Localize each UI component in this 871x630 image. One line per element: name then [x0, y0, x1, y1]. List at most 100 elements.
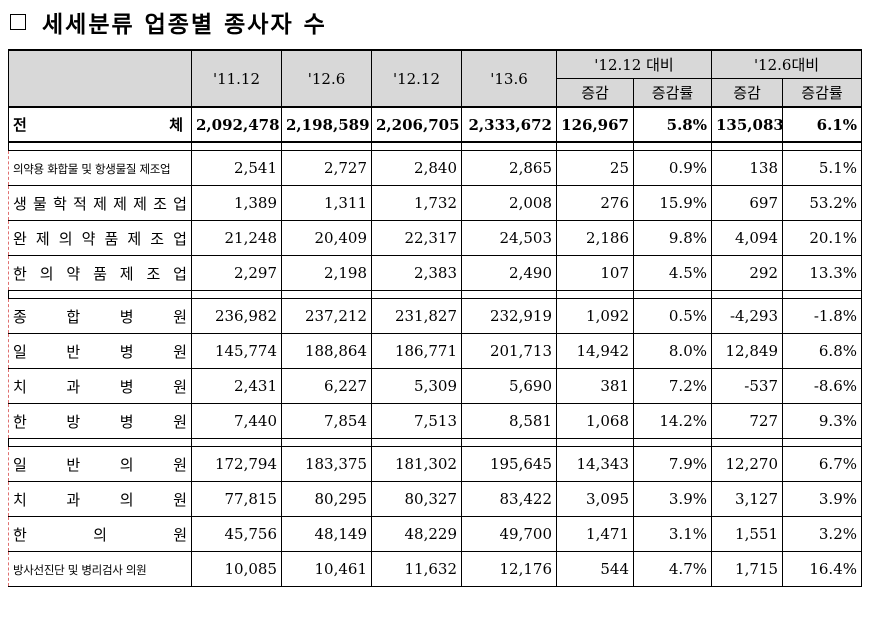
row-value: 1,715 — [711, 551, 783, 587]
row-value: 3.9% — [782, 481, 862, 517]
row-value: 201,713 — [461, 333, 557, 369]
row-value: -4,293 — [711, 298, 783, 334]
table-row: 방사선진단 및 병리검사 의원 10,085 10,461 11,632 12,176 5… — [8, 551, 862, 587]
row-value: 14,343 — [556, 446, 634, 482]
row-value: 83,422 — [461, 481, 557, 517]
separator-cell — [461, 438, 557, 447]
row-value: 544 — [556, 551, 634, 587]
header-sub-2: 증감률 — [633, 78, 712, 108]
row-value: 232,919 — [461, 298, 557, 334]
separator-cell — [281, 438, 372, 447]
header-period-1: '11.12 — [191, 49, 282, 108]
row-value: 2,431 — [191, 368, 282, 404]
row-value: -8.6% — [782, 368, 862, 404]
total-value: 2,333,672 — [461, 106, 557, 143]
row-value: 24,503 — [461, 220, 557, 256]
row-value: 1,068 — [556, 403, 634, 439]
row-value: 12,270 — [711, 446, 783, 482]
row-value: 12,176 — [461, 551, 557, 587]
row-value: 183,375 — [281, 446, 372, 482]
row-value: 0.9% — [633, 150, 712, 186]
table-body: 전 체 2,092,478 2,198,589 2,206,705 2,333,… — [8, 106, 862, 587]
total-value: 5.8% — [633, 106, 712, 143]
row-label: 방사선진단 및 병리검사 의원 — [8, 551, 192, 587]
row-value: 7.2% — [633, 368, 712, 404]
table-row: 일 반 병 원 145,774 188,864 186,771 201,713 14,942 8.… — [8, 333, 862, 369]
row-value: 6,227 — [281, 368, 372, 404]
separator-cell — [633, 290, 712, 299]
title-text: 세세분류 업종별 종사자 수 — [42, 11, 327, 38]
total-label-left: 전 — [13, 116, 27, 134]
row-value: 5,690 — [461, 368, 557, 404]
row-value: 2,541 — [191, 150, 282, 186]
header-period-4: '13.6 — [461, 49, 557, 108]
row-value: 6.7% — [782, 446, 862, 482]
separator-cell — [461, 290, 557, 299]
row-value: -1.8% — [782, 298, 862, 334]
row-value: 22,317 — [371, 220, 462, 256]
checkbox-square-icon — [10, 14, 26, 30]
header-label-cell — [8, 49, 192, 108]
table-row: 일 반 의 원 172,794 183,375 181,302 195,645 14,343 7.… — [8, 446, 862, 482]
separator-cell — [633, 438, 712, 447]
row-value: 25 — [556, 150, 634, 186]
row-value: 186,771 — [371, 333, 462, 369]
row-value: 20,409 — [281, 220, 372, 256]
row-value: 7,513 — [371, 403, 462, 439]
separator-cell — [281, 141, 372, 151]
row-value: 45,756 — [191, 516, 282, 552]
row-value: 49,700 — [461, 516, 557, 552]
row-value: 15.9% — [633, 185, 712, 221]
row-value: 7.9% — [633, 446, 712, 482]
row-value: 3,095 — [556, 481, 634, 517]
separator-cell — [461, 141, 557, 151]
table-header: '11.12 '12.6 '12.12 '13.6 '12.12 대비 '12.… — [8, 49, 862, 108]
row-value: 381 — [556, 368, 634, 404]
row-value: 236,982 — [191, 298, 282, 334]
row-value: 13.3% — [782, 255, 862, 291]
row-value: 292 — [711, 255, 783, 291]
separator-cell — [556, 141, 634, 151]
row-value: 11,632 — [371, 551, 462, 587]
separator-cell — [191, 141, 282, 151]
row-value: 107 — [556, 255, 634, 291]
row-value: 21,248 — [191, 220, 282, 256]
separator-cell — [782, 290, 862, 299]
page-title: 세세분류 업종별 종사자 수 — [10, 6, 327, 38]
employee-table: '11.12 '12.6 '12.12 '13.6 '12.12 대비 '12.… — [8, 49, 862, 587]
row-value: 138 — [711, 150, 783, 186]
row-value: 2,490 — [461, 255, 557, 291]
row-value: -537 — [711, 368, 783, 404]
header-period-3: '12.12 — [371, 49, 462, 108]
row-value: 727 — [711, 403, 783, 439]
total-row: 전 체 2,092,478 2,198,589 2,206,705 2,333,… — [8, 106, 862, 143]
separator-cell — [8, 438, 192, 447]
separator-cell — [371, 141, 462, 151]
row-value: 80,295 — [281, 481, 372, 517]
separator-cell — [8, 141, 192, 151]
row-value: 1,311 — [281, 185, 372, 221]
table-row: 생 물 학 적 제 제 제 조 업 1,389 1,311 1,732 2,008 276 15.9% 697… — [8, 185, 862, 221]
row-value: 3.9% — [633, 481, 712, 517]
row-value: 77,815 — [191, 481, 282, 517]
row-value: 9.3% — [782, 403, 862, 439]
row-value: 188,864 — [281, 333, 372, 369]
row-value: 231,827 — [371, 298, 462, 334]
row-value: 1,551 — [711, 516, 783, 552]
row-value: 14.2% — [633, 403, 712, 439]
total-value: 135,083 — [711, 106, 783, 143]
group-separator — [8, 438, 862, 447]
separator-cell — [8, 290, 192, 299]
total-value: 2,092,478 — [191, 106, 282, 143]
total-value: 2,198,589 — [281, 106, 372, 143]
separator-cell — [371, 438, 462, 447]
row-value: 4,094 — [711, 220, 783, 256]
